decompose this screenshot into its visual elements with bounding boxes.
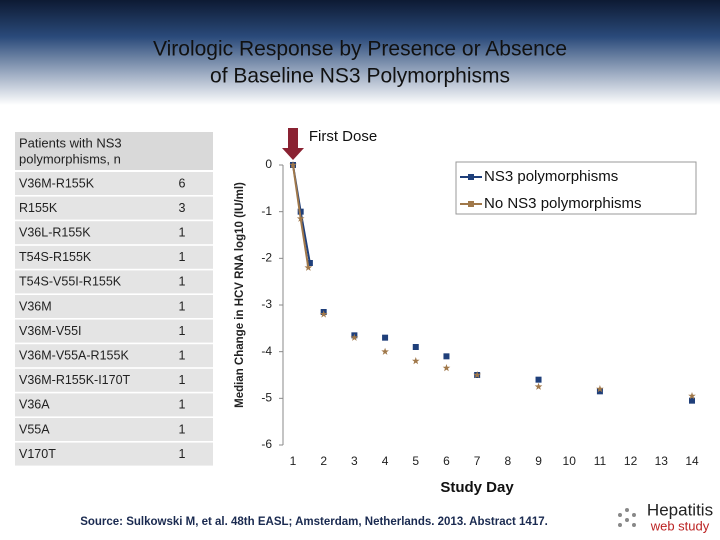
x-tick-label: 7 <box>474 454 481 468</box>
table-cell: 3 <box>179 201 186 215</box>
legend-swatch <box>468 174 474 180</box>
table-cell: V36A <box>19 398 50 412</box>
marker <box>412 357 420 365</box>
first-dose-arrow <box>282 128 304 160</box>
marker <box>382 334 389 341</box>
marker <box>350 333 359 341</box>
marker <box>596 388 603 395</box>
annotation: First Dose <box>309 128 377 145</box>
x-tick-label: 11 <box>594 454 607 468</box>
y-tick-label: 0 <box>265 157 272 171</box>
table-cell: V36M-R155K <box>19 176 95 190</box>
table-cell: V36M-V55I <box>19 324 82 338</box>
y-tick-label: -3 <box>261 297 272 311</box>
table-row-bg <box>15 221 213 245</box>
table-row-bg <box>15 245 213 269</box>
marker <box>688 392 696 400</box>
title-line: Virologic Response by Presence or Absenc… <box>153 38 567 61</box>
x-tick-label: 12 <box>624 454 638 468</box>
logo-icon <box>618 508 636 527</box>
y-tick-label: -6 <box>261 437 272 451</box>
table-cell: V36M-V55A-R155K <box>19 348 129 362</box>
y-tick-label: -5 <box>261 391 272 405</box>
table-row-bg <box>15 418 213 441</box>
table-row-bg <box>15 368 213 392</box>
x-tick-label: 6 <box>443 454 450 468</box>
table: V36M-R155K 6 R155K 3 V36L-R155K 1 T54S-R155K 1 T… <box>15 172 213 466</box>
x-tick-label: 9 <box>535 454 542 468</box>
table-cell: 1 <box>179 299 186 313</box>
table-row-bg <box>15 270 213 294</box>
table-row-bg <box>15 172 213 195</box>
table-cell: V36L-R155K <box>19 225 91 239</box>
marker <box>306 260 313 266</box>
x-tick-label: 2 <box>320 454 327 468</box>
table-cell: T54S-V55I-R155K <box>19 275 122 289</box>
marker <box>596 385 604 393</box>
table-header: polymorphisms, n <box>19 151 121 166</box>
marker <box>381 347 389 355</box>
y-tick-label: -4 <box>261 344 272 358</box>
marker <box>535 376 542 383</box>
legend-label: NS3 polymorphisms <box>484 168 618 185</box>
table-cell: 1 <box>179 422 186 436</box>
logo-text: Hepatitis <box>647 500 713 519</box>
table-cell: 1 <box>179 324 186 338</box>
table-header-bg <box>15 132 213 170</box>
table-cell: V55A <box>19 422 50 436</box>
x-tick-label: 10 <box>563 454 577 468</box>
table-cell: T54S-R155K <box>19 250 92 264</box>
legend-label: No NS3 polymorphisms <box>484 195 642 212</box>
marker <box>296 214 305 222</box>
x-tick-label: 4 <box>382 454 389 468</box>
x-tick-label: 13 <box>655 454 669 468</box>
table-cell: 1 <box>179 447 186 461</box>
marker <box>412 344 419 350</box>
marker <box>443 353 450 360</box>
marker <box>689 397 695 404</box>
marker <box>304 263 313 271</box>
table-row-bg <box>15 344 213 368</box>
table-cell: 1 <box>179 225 186 239</box>
table-cell: V170T <box>19 447 56 461</box>
table-cell: 1 <box>179 250 186 264</box>
banner <box>0 0 720 105</box>
marker <box>473 371 481 379</box>
marker <box>319 310 328 318</box>
logo-text: web study <box>650 518 710 533</box>
table-header: Patients with NS3 <box>19 135 122 150</box>
x-tick-label: 5 <box>412 454 419 468</box>
marker <box>289 161 297 169</box>
table-cell: V36M <box>19 299 52 313</box>
table-cell: 1 <box>179 373 186 387</box>
x-axis-label: Study Day <box>440 479 514 496</box>
legend-box <box>455 161 697 215</box>
table-cell: 1 <box>179 275 186 289</box>
marker <box>442 364 451 372</box>
table-cell: 6 <box>179 176 186 190</box>
x-tick-label: 8 <box>505 454 512 468</box>
table-cell: V36M-R155K-I170T <box>19 373 131 387</box>
table-row-bg <box>15 196 213 220</box>
legend-swatch <box>468 201 474 207</box>
x-tick-label: 14 <box>685 454 699 468</box>
y-axis-label: Median Change in HCV RNA log10 (IU/ml) <box>234 182 246 408</box>
table-row-bg <box>15 319 213 343</box>
y-tick-label: -1 <box>261 204 272 218</box>
marker <box>534 382 543 390</box>
x-tick-label: 3 <box>351 454 358 468</box>
table-row-bg <box>15 295 213 318</box>
x-tick-label: 1 <box>290 454 297 468</box>
source: Source: Sulkowski M, et al. 48th EASL; A… <box>80 516 548 528</box>
table-row-bg <box>15 393 213 417</box>
title-line: of Baseline NS3 Polymorphisms <box>210 65 510 88</box>
table-cell: 1 <box>179 348 186 362</box>
y-tick-label: -2 <box>261 251 272 265</box>
table-row-bg <box>15 442 213 466</box>
table-cell: R155K <box>19 201 58 215</box>
table-cell: 1 <box>179 398 186 412</box>
